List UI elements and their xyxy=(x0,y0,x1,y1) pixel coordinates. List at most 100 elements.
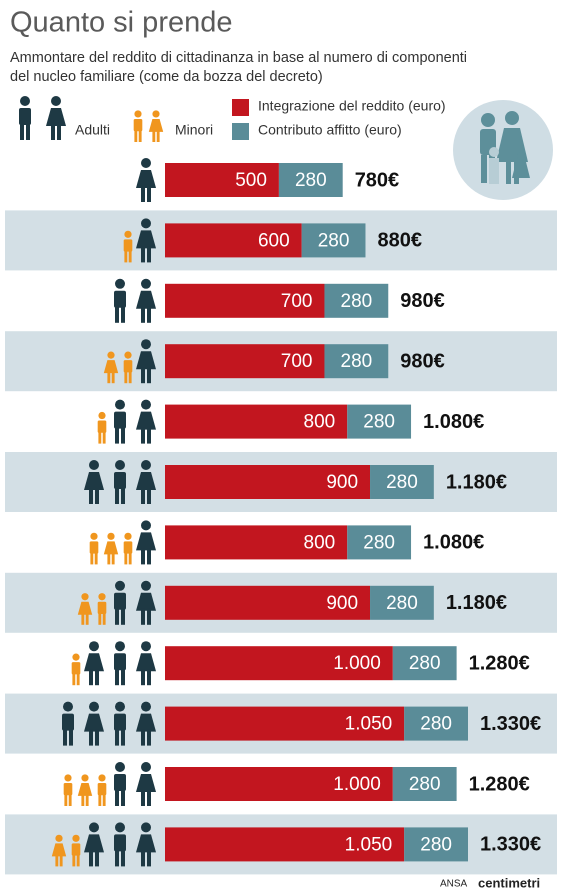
icon-body xyxy=(114,713,126,731)
icon-head xyxy=(124,351,132,359)
icon-head xyxy=(115,701,125,712)
icon-leg xyxy=(128,371,132,384)
icon-leg xyxy=(128,552,132,565)
icon-body xyxy=(136,230,156,249)
icon-leg xyxy=(85,794,89,806)
icon-body xyxy=(136,774,156,792)
bar-segment xyxy=(370,465,434,499)
icon-body xyxy=(136,351,156,370)
icon-head xyxy=(141,218,151,229)
icon-leg xyxy=(147,790,151,806)
icon-leg xyxy=(95,729,99,746)
icon-leg xyxy=(124,552,128,565)
subtitle: del nucleo familiare (come da bozza del … xyxy=(10,69,323,85)
icon-leg xyxy=(141,488,145,504)
icon-head xyxy=(107,351,115,359)
icon-body xyxy=(84,653,104,672)
icon-leg xyxy=(124,371,128,384)
icon-leg xyxy=(147,488,151,504)
icon-leg xyxy=(59,854,63,867)
value-label: 280 xyxy=(386,593,418,614)
icon-leg xyxy=(141,306,145,323)
bar-segment xyxy=(392,767,457,801)
icon-leg xyxy=(115,790,119,806)
icon-body xyxy=(114,834,126,852)
icon-leg xyxy=(147,427,151,444)
icon-body xyxy=(97,782,107,796)
household-icons xyxy=(71,641,156,686)
icon-leg xyxy=(121,669,125,686)
total-label: 980€ xyxy=(400,290,445,312)
icon-body xyxy=(51,843,67,857)
icon-leg xyxy=(141,367,145,384)
icon-head xyxy=(20,96,30,106)
icon-head xyxy=(98,411,106,420)
icon-head xyxy=(64,774,72,782)
icon-body xyxy=(123,239,133,252)
value-label: 280 xyxy=(420,834,452,855)
icon-leg xyxy=(141,427,145,444)
icon-head xyxy=(141,520,151,531)
icon-head xyxy=(90,532,98,540)
icon-leg xyxy=(107,552,111,565)
icon-leg xyxy=(98,432,102,444)
icon-body xyxy=(63,782,73,796)
icon-leg xyxy=(81,613,85,625)
icon-leg xyxy=(76,673,80,686)
household-icons xyxy=(89,520,156,565)
household-icons xyxy=(123,218,156,263)
household-icons xyxy=(84,460,156,504)
icon-body xyxy=(97,601,107,614)
household-icons xyxy=(97,399,156,444)
icon-leg xyxy=(121,488,125,504)
icon-head xyxy=(124,230,132,238)
value-label: 280 xyxy=(341,351,373,372)
total-label: 980€ xyxy=(400,350,445,372)
icon-body xyxy=(114,290,126,308)
icon-leg xyxy=(76,854,80,867)
value-label: 900 xyxy=(326,472,358,493)
icon-head xyxy=(115,822,125,833)
total-label: 1.280€ xyxy=(469,773,530,795)
icon-leg xyxy=(85,613,89,625)
icon-head xyxy=(107,532,115,540)
icon-body xyxy=(136,834,156,853)
icon-leg xyxy=(141,608,145,625)
icon-body xyxy=(84,834,104,853)
icon-leg xyxy=(115,488,119,504)
value-label: 280 xyxy=(341,291,373,312)
brand: centimetri xyxy=(478,875,540,890)
bar-segment xyxy=(301,223,366,258)
household-icons xyxy=(114,278,156,323)
icon-leg xyxy=(115,850,119,867)
icon-head xyxy=(89,822,99,833)
value-label: 280 xyxy=(363,532,395,553)
icon-leg xyxy=(124,250,128,263)
icon-leg xyxy=(89,729,93,746)
icon-head xyxy=(141,460,151,470)
icon-head xyxy=(98,593,106,601)
icon-head xyxy=(55,834,63,842)
total-label: 880€ xyxy=(377,230,422,252)
bar-segment xyxy=(278,163,343,197)
value-label: 900 xyxy=(326,593,358,614)
household-icons xyxy=(51,822,156,867)
icon-leg xyxy=(89,488,93,504)
icon-body xyxy=(148,118,164,132)
bar-segment xyxy=(347,404,412,439)
icon-body xyxy=(136,170,156,188)
icon-head xyxy=(63,701,73,712)
icon-body xyxy=(84,713,104,732)
icon-leg xyxy=(147,850,151,867)
icon-leg xyxy=(134,130,138,142)
icon-body xyxy=(77,782,93,796)
bar-segment xyxy=(165,283,325,318)
icon-leg xyxy=(141,246,145,263)
legend-label: Adulti xyxy=(75,122,110,138)
icon-leg xyxy=(111,552,115,565)
icon-leg xyxy=(64,794,68,806)
bar-segment xyxy=(404,827,468,862)
icon-leg xyxy=(102,794,106,806)
icon-body xyxy=(71,662,81,675)
